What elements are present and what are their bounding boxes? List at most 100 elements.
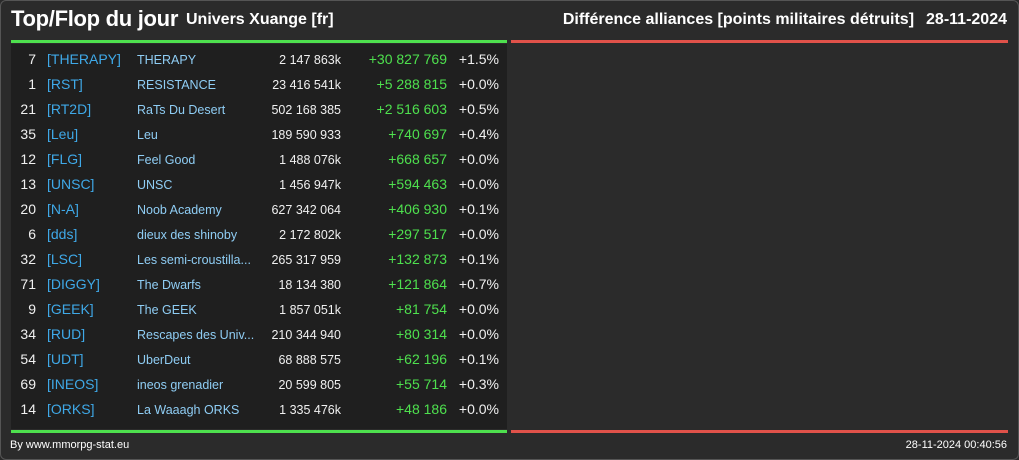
bottom-divider-red [511,430,1008,433]
footer-source: By www.mmorpg-stat.eu [10,439,130,451]
percent-change: +0.0% [458,76,499,92]
list-item: 14 [ORKS] La Waaagh ORKS 1 335 476k +48 186 +… [11,397,507,422]
percent-change: +0.0% [458,226,499,242]
alliance-points: 1 857 051k [279,303,341,317]
rank-value: 20 [20,201,36,217]
alliance-name[interactable]: Feel Good [137,153,196,167]
alliance-name[interactable]: Rescapes des Univ... [137,328,255,342]
alliance-name[interactable]: The Dwarfs [137,278,201,292]
alliance-tag[interactable]: [LSC] [47,251,83,267]
alliance-points: 189 590 933 [271,128,341,142]
list-item: 12 [FLG] Feel Good 1 488 076k +668 657 +0.0% [11,147,507,172]
alliance-points: 210 344 940 [271,328,341,342]
alliance-tag[interactable]: [dds] [47,226,78,242]
alliance-tag[interactable]: [RT2D] [47,101,92,117]
alliance-points: 2 172 802k [279,228,341,242]
alliance-tag[interactable]: [RUD] [47,326,86,342]
header-date: 28-11-2024 [926,11,1007,28]
alliance-name[interactable]: The GEEK [137,303,197,317]
percent-change: +0.0% [458,301,499,317]
alliance-tag[interactable]: [N-A] [47,201,79,217]
alliance-points: 1 488 076k [279,153,341,167]
top-divider-red [511,40,1008,43]
list-item: 71 [DIGGY] The Dwarfs 18 134 380 +121 864 +0.… [11,272,507,297]
percent-change: +0.7% [458,276,499,292]
points-difference: +55 714 [396,376,447,392]
list-item: 6 [dds] dieux des shinoby 2 172 802k +297 51… [11,222,507,247]
alliance-points: 23 416 541k [272,78,341,92]
alliance-tag[interactable]: [UDT] [47,351,84,367]
page-title: Top/Flop du jour [11,6,179,31]
list-item: 21 [RT2D] RaTs Du Desert 502 168 385 +2 516 … [11,97,507,122]
points-difference: +81 754 [396,301,447,317]
alliance-tag[interactable]: [ORKS] [47,401,95,417]
percent-change: +0.4% [458,126,499,142]
list-item: 20 [N-A] Noob Academy 627 342 064 +406 930 +0… [11,197,507,222]
points-difference: +668 657 [388,151,447,167]
alliance-tag[interactable]: [INEOS] [47,376,99,392]
alliance-tag[interactable]: [GEEK] [47,301,94,317]
alliance-points: 18 134 380 [278,278,341,292]
alliance-points: 1 456 947k [279,178,341,192]
percent-change: +0.1% [458,351,499,367]
rank-value: 32 [20,251,36,267]
alliance-name[interactable]: UberDeut [137,353,191,367]
points-difference: +121 864 [388,276,447,292]
rank-value: 7 [28,51,36,67]
alliance-name[interactable]: Noob Academy [137,203,222,217]
rank-value: 12 [20,151,36,167]
alliance-points: 2 147 863k [279,53,341,67]
list-item: 1 [RST] RESISTANCE 23 416 541k +5 288 815 +0.… [11,72,507,97]
percent-change: +0.0% [458,176,499,192]
alliance-points: 68 888 575 [278,353,341,367]
percent-change: +0.1% [458,201,499,217]
alliance-name[interactable]: Leu [137,128,158,142]
points-difference: +2 516 603 [376,101,447,117]
rank-value: 54 [20,351,36,367]
percent-change: +0.3% [458,376,499,392]
alliance-name[interactable]: Les semi-croustilla... [137,253,251,267]
rank-value: 21 [20,101,36,117]
top-gainers-list: 7 [THERAPY] THERAPY 2 147 863k +30 827 769 +1… [11,47,507,422]
list-item: 9 [GEEK] The GEEK 1 857 051k +81 754 +0.0% [11,297,507,322]
alliance-name[interactable]: THERAPY [137,53,197,67]
points-difference: +594 463 [388,176,447,192]
rank-value: 6 [28,226,36,242]
alliance-tag[interactable]: [FLG] [47,151,83,167]
top-divider-green [11,40,507,43]
metric-subtitle: Différence alliances [points militaires … [562,11,915,28]
alliance-name[interactable]: dieux des shinoby [137,228,238,242]
alliance-name[interactable]: RESISTANCE [137,78,216,92]
points-difference: +406 930 [388,201,447,217]
alliance-name[interactable]: La Waaagh ORKS [137,403,240,417]
alliance-tag[interactable]: [UNSC] [47,176,95,192]
alliance-tag[interactable]: [RST] [47,76,83,92]
rank-value: 14 [20,401,36,417]
rank-value: 71 [20,276,36,292]
list-item: 13 [UNSC] UNSC 1 456 947k +594 463 +0.0% [11,172,507,197]
rank-value: 35 [20,126,36,142]
alliance-name[interactable]: UNSC [137,178,173,192]
points-difference: +132 873 [388,251,447,267]
universe-label: Univers Xuange [fr] [186,11,334,28]
points-difference: +5 288 815 [376,76,447,92]
alliance-name[interactable]: RaTs Du Desert [137,103,226,117]
alliance-points: 627 342 064 [271,203,341,217]
rank-value: 69 [20,376,36,392]
alliance-tag[interactable]: [Leu] [47,126,79,142]
percent-change: +0.0% [458,151,499,167]
list-item: 35 [Leu] Leu 189 590 933 +740 697 +0.4% [11,122,507,147]
alliance-name[interactable]: ineos grenadier [137,378,224,392]
points-difference: +30 827 769 [368,51,447,67]
rank-value: 13 [20,176,36,192]
alliance-points: 265 317 959 [271,253,341,267]
alliance-tag[interactable]: [DIGGY] [47,276,100,292]
percent-change: +1.5% [458,51,499,67]
percent-change: +0.0% [458,401,499,417]
flop-panel [511,44,1008,429]
points-difference: +740 697 [388,126,447,142]
rank-value: 9 [28,301,36,317]
list-item: 32 [LSC] Les semi-croustilla... 265 317 959… [11,247,507,272]
footer-timestamp: 28-11-2024 00:40:56 [905,439,1007,451]
alliance-tag[interactable]: [THERAPY] [47,51,121,67]
